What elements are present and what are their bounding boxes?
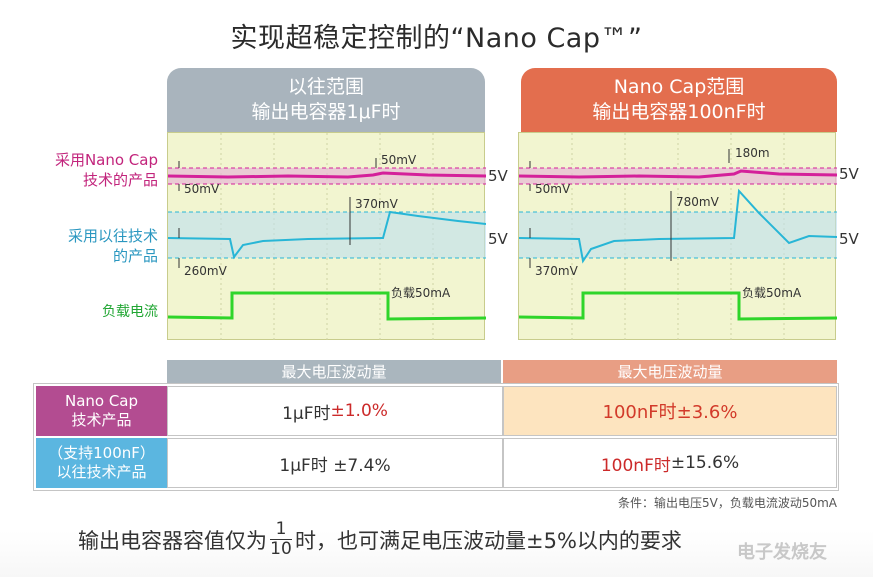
row-label-conventional: （支持100nF） 以往技术产品 (36, 438, 167, 488)
label-load-current: 负载电流 (102, 304, 158, 320)
page-title: 实现超稳定控制的“Nano Cap™” (230, 23, 643, 54)
nano-band-label: 50mV (184, 182, 220, 196)
footer-part1: 输出电容器容值仅为 (78, 528, 267, 553)
cell-conventional-100nf-prefix: 100nF时 (600, 455, 671, 476)
scope-nanocap: 50mV 180m 780mV 370mV 负载50mA (518, 132, 837, 341)
cell-conventional-1uf: 1μF时 ±7.4% (167, 438, 503, 488)
footer-part3: 要求 (639, 528, 682, 553)
fraction-bar (270, 539, 292, 540)
voltage-label-left-conv: 5V (488, 230, 508, 248)
table-header-conventional: 最大电压波动量 (167, 360, 501, 384)
nano-spike-label: 180m (735, 146, 770, 160)
conv-drop-label: 260mV (184, 264, 228, 278)
table-header-nanocap: 最大电压波动量 (503, 360, 837, 384)
fraction-numerator: 1 (275, 519, 287, 539)
annot-arrows (529, 149, 730, 268)
cell-conventional-100nf: 100nF时 ±15.6% (503, 438, 837, 488)
conv-spike-label: 370mV (355, 197, 399, 211)
nano-trace (519, 169, 837, 179)
conv-trace (168, 210, 486, 260)
header-conventional: 以往范围 输出电容器1μF时 (167, 68, 485, 132)
nano-spike-label: 50mV (381, 153, 417, 167)
header-conventional-line1: 以往范围 (287, 76, 364, 98)
scope-conventional: 50mV 50mV 370mV 260mV 负载50mA (167, 132, 486, 341)
cell-nanocap-1uf: 1μF时 ±1.0% (167, 386, 503, 436)
nano-band-label: 50mV (535, 182, 571, 196)
voltage-label-right-conv: 5V (839, 230, 859, 248)
scope-nanocap-svg: 50mV 180m 780mV 370mV 负载50mA (519, 133, 837, 341)
row-label-nanocap-line2: 技术产品 (71, 411, 132, 429)
cell-nanocap-1uf-prefix: 1μF时 (282, 403, 331, 424)
label-nanocap-line1: 采用Nano Cap (54, 151, 158, 169)
scope-conventional-svg: 50mV 50mV 370mV 260mV 负载50mA (168, 133, 486, 341)
header-nanocap: Nano Cap范围 输出电容器100nF时 (521, 68, 837, 132)
cell-conventional-100nf-value: ±15.6% (670, 453, 740, 473)
nano-trace (168, 171, 486, 179)
conv-band (519, 212, 837, 258)
conv-band (168, 212, 486, 258)
conv-drop-label: 370mV (535, 264, 579, 278)
label-nanocap-product: 采用Nano Cap 技术的产品 (18, 150, 158, 190)
header-nanocap-line2: 输出电容器100nF时 (592, 101, 766, 123)
footer-statement: 输出电容器容值仅为 1 10 时，也可满足电压波动量±5%以内的 要求 (78, 520, 682, 559)
cell-nanocap-100nf: 100nF时±3.6% (503, 386, 837, 436)
label-conventional-product: 采用以往技术 的产品 (18, 226, 158, 266)
fraction: 1 10 (270, 520, 292, 559)
load-label: 负载50mA (391, 286, 451, 300)
header-conventional-line2: 输出电容器1μF时 (251, 101, 401, 123)
conv-spike-label: 780mV (676, 195, 720, 209)
load-trace (168, 291, 486, 321)
row-label-nanocap-line1: Nano Cap (64, 392, 139, 410)
cell-nanocap-1uf-value: ±1.0% (330, 401, 388, 421)
load-label: 负载50mA (742, 286, 802, 300)
voltage-label-left-nano: 5V (488, 167, 508, 185)
conditions-note: 条件：输出电压5V，负载电流波动50mA (617, 496, 837, 510)
fraction-denominator: 10 (270, 539, 292, 559)
load-trace (519, 291, 837, 321)
voltage-label-right-nano: 5V (839, 165, 859, 183)
footer-part2: 时，也可满足电压波动量±5%以内的 (295, 528, 640, 553)
row-label-conventional-line1: （支持100nF） (48, 444, 155, 462)
row-label-nanocap: Nano Cap 技术产品 (36, 386, 167, 436)
annot-arrows (178, 158, 377, 268)
header-nanocap-line1: Nano Cap范围 (613, 76, 745, 98)
conv-trace (519, 188, 837, 264)
label-nanocap-line2: 技术的产品 (82, 171, 158, 189)
label-conventional-line1: 采用以往技术 (67, 227, 158, 245)
watermark-logo: 电子发烧友 (737, 542, 827, 563)
row-label-conventional-line2: 以往技术产品 (56, 463, 147, 481)
label-conventional-line2: 的产品 (112, 247, 158, 265)
